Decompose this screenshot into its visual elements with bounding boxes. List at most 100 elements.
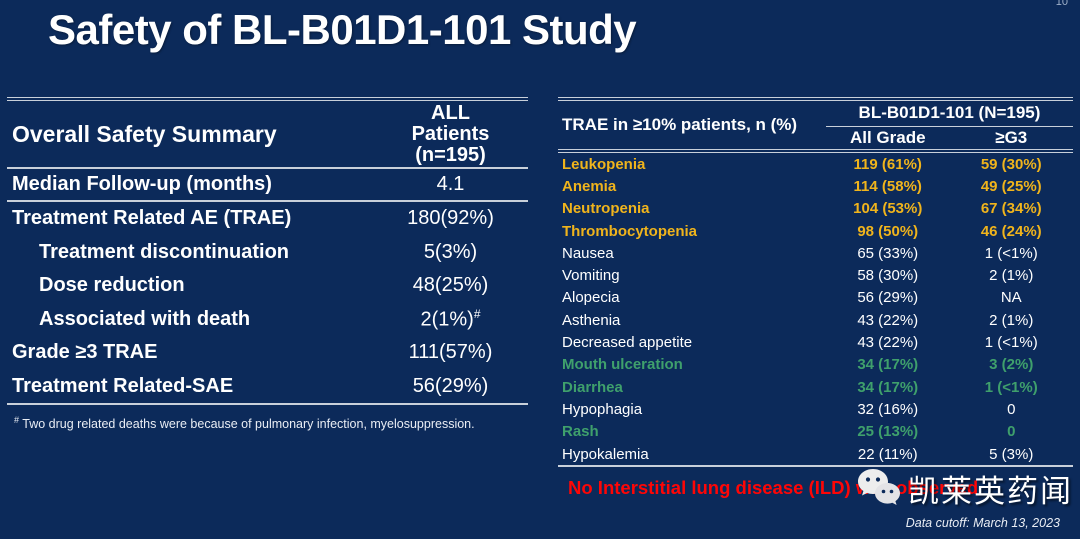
divider-bottom (558, 465, 1073, 468)
row-value-all-grade: 119 (61%) (853, 155, 922, 173)
table-row: Mouth ulceration 34 (17%) 3 (2%) (558, 354, 1073, 376)
table-row: Treatment Related AE (TRAE) 180(92%) (7, 202, 528, 236)
overall-safety-summary-table: Overall Safety Summary ALL Patients (n=1… (7, 97, 528, 431)
right-table-body: Leukopenia 119 (61%) 59 (30%) Anemia 114… (558, 153, 1073, 465)
row-value-all-grade: 34 (17%) (857, 356, 919, 374)
table-row: Associated with death 2(1%)# (7, 303, 528, 337)
row-value: 5(3%) (423, 240, 478, 263)
row-value: 111(57%) (408, 341, 493, 364)
row-value-g3: 1 (<1%) (984, 378, 1038, 396)
row-value-g3: NA (1000, 289, 1022, 307)
row-label: Hypokalemia (562, 445, 649, 463)
table-row: Alopecia 56 (29%) NA (558, 287, 1073, 309)
page-number: 10 (1055, 0, 1068, 8)
row-value-g3: 67 (34%) (980, 200, 1042, 218)
row-label: Thrombocytopenia (562, 222, 698, 240)
wechat-icon (858, 469, 900, 505)
row-value-g3: 46 (24%) (980, 222, 1042, 240)
row-value-all-grade: 104 (53%) (853, 200, 923, 218)
row-value-all-grade: 22 (11%) (857, 445, 918, 463)
row-value: 48(25%) (412, 274, 489, 297)
row-value-all-grade: 114 (58%) (853, 177, 922, 195)
row-label: Median Follow-up (months) (12, 173, 272, 195)
row-value-all-grade: 98 (50%) (857, 222, 919, 240)
row-label: Associated with death (39, 307, 251, 330)
data-cutoff: Data cutoff: March 13, 2023 (905, 516, 1060, 530)
table-row: Hypophagia 32 (16%) 0 (558, 398, 1073, 420)
divider (7, 167, 528, 169)
table-row: Treatment discontinuation 5(3%) (7, 236, 528, 270)
row-label: Leukopenia (562, 155, 646, 173)
column-group: BL-B01D1-101 (N=195) All Grade ≥G3 (826, 101, 1073, 149)
row-label: Diarrhea (562, 378, 623, 396)
right-table-header: TRAE in ≥10% patients, n (%) BL-B01D1-10… (558, 101, 1073, 149)
table-row: Decreased appetite 43 (22%) 1 (<1%) (558, 331, 1073, 353)
table-row: Leukopenia 119 (61%) 59 (30%) (558, 153, 1073, 175)
row-value-g3: 2 (1%) (989, 267, 1034, 285)
row-value: 2(1%)# (373, 307, 528, 332)
row-value-all-grade: 43 (22%) (857, 311, 919, 329)
column-header-g3: ≥G3 (995, 128, 1028, 147)
row-value: 4.1 (436, 173, 465, 195)
row-value-g3: 0 (1007, 400, 1016, 418)
row-label: Anemia (562, 177, 617, 195)
table-row: Anemia 114 (58%) 49 (25%) (558, 175, 1073, 197)
right-table-title: TRAE in ≥10% patients, n (%) (562, 115, 798, 134)
row-label: Hypophagia (562, 400, 643, 418)
divider-bottom (7, 403, 528, 405)
table-row: Median Follow-up (months) 4.1 (7, 169, 528, 200)
row-value-all-grade: 56 (29%) (857, 289, 919, 307)
watermark: 凯莱英药闻 (852, 462, 1073, 514)
row-value-text: 2(1%) (420, 308, 474, 331)
footnote: # Two drug related deaths were because o… (7, 415, 528, 431)
column-header-all-grade: All Grade (849, 128, 926, 147)
divider (7, 200, 528, 202)
row-value: 180(92%) (407, 207, 494, 230)
row-label: Grade ≥3 TRAE (12, 341, 158, 364)
column-group-header: BL-B01D1-101 (N=195) (858, 103, 1041, 123)
row-label: Vomiting (562, 267, 620, 285)
row-value-all-grade: 58 (30%) (857, 267, 919, 285)
left-table-title: Overall Safety Summary (12, 120, 277, 147)
table-row: Rash 25 (13%) 0 (558, 421, 1073, 443)
left-table-column-header: ALL Patients (n=195) (411, 101, 490, 166)
row-label: Treatment discontinuation (39, 240, 290, 263)
row-label: Neutropenia (562, 200, 650, 218)
row-label: Asthenia (562, 311, 621, 329)
row-value-all-grade: 43 (22%) (857, 334, 919, 352)
row-value-g3: 2 (1%) (989, 311, 1034, 329)
left-table-header-row: Overall Safety Summary ALL Patients (n=1… (7, 101, 528, 167)
row-value-g3: 0 (1007, 423, 1016, 441)
table-row: Vomiting 58 (30%) 2 (1%) (558, 264, 1073, 286)
divider-top (7, 97, 528, 101)
footnote-text: Two drug related deaths were because of … (22, 417, 475, 432)
table-row: Asthenia 43 (22%) 2 (1%) (558, 309, 1073, 331)
row-label: Treatment Related AE (TRAE) (12, 207, 292, 230)
trae-table: TRAE in ≥10% patients, n (%) BL-B01D1-10… (558, 97, 1073, 468)
row-value-all-grade: 65 (33%) (857, 244, 919, 262)
table-row: Diarrhea 34 (17%) 1 (<1%) (558, 376, 1073, 398)
row-value-all-grade: 32 (16%) (857, 400, 919, 418)
row-label: Decreased appetite (562, 334, 693, 352)
divider (826, 125, 1073, 127)
row-label: Alopecia (562, 289, 620, 307)
row-value-g3: 59 (30%) (980, 155, 1042, 173)
table-row: Hypokalemia 22 (11%) 5 (3%) (558, 443, 1073, 465)
footnote-marker: # (473, 306, 481, 321)
row-value-g3: 49 (25%) (980, 177, 1042, 195)
table-row: Neutropenia 104 (53%) 67 (34%) (558, 198, 1073, 220)
table-row: Grade ≥3 TRAE 111(57%) (7, 336, 528, 370)
row-value-g3: 1 (<1%) (984, 334, 1038, 352)
table-row: Thrombocytopenia 98 (50%) 46 (24%) (558, 220, 1073, 242)
footnote-marker: # (14, 415, 20, 425)
row-label: Rash (562, 423, 599, 441)
row-value-g3: 5 (3%) (989, 445, 1034, 463)
table-row: Nausea 65 (33%) 1 (<1%) (558, 242, 1073, 264)
divider (558, 149, 1073, 153)
sub-header-row: All Grade ≥G3 (826, 127, 1073, 149)
row-label: Nausea (562, 244, 614, 262)
divider-top (558, 97, 1073, 101)
slide-title: Safety of BL-B01D1-101 Study (48, 6, 637, 53)
row-label: Mouth ulceration (562, 356, 683, 374)
row-value-all-grade: 34 (17%) (857, 378, 919, 396)
